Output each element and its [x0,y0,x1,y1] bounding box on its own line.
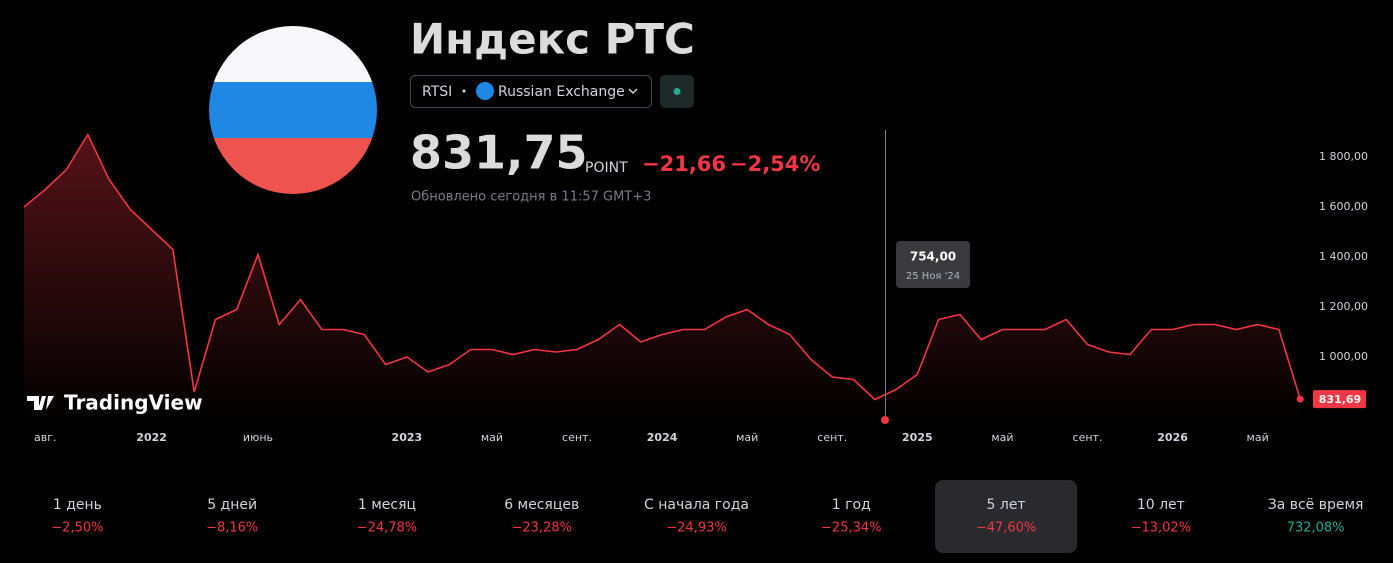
logo-mark [27,396,54,410]
x-tick-label: сент. [1073,431,1103,444]
chevron [628,88,638,95]
x-tick-label: май [736,431,758,444]
x-tick-label: май [481,431,503,444]
updated: Обновлено сегодня в 11:57 GMT+3 [411,190,651,205]
period-change: −25,34% [821,521,881,536]
period-label[interactable]: С начала года [644,497,749,513]
change: −21,66 [642,152,726,176]
period-change: 732,08% [1287,521,1345,536]
period-label[interactable]: 1 месяц [358,497,416,513]
x-tick-label: сент. [562,431,592,444]
exchange: Russian Exchange [498,84,625,100]
period-change: −24,93% [666,521,726,536]
period-change: −2,50% [51,521,103,536]
x-tick-label: авг. [34,431,57,444]
x-tick-label: 2024 [647,431,678,444]
y-tick-label: 1 400,00 [1319,250,1368,263]
period-label[interactable]: 10 лет [1137,497,1185,513]
y-tick-label: 1 200,00 [1319,300,1368,313]
period-change: −23,28% [511,521,571,536]
unit: POINT [585,160,628,176]
chart: 1 000,00 1 200,00 1 400,00 1 600,00 1 800,00… [23,130,1368,444]
x-tick-label: 2022 [136,431,167,444]
periods: 1 день −2,50% 5 дней −8,16% 1 месяц −24,78% 6 … [51,480,1363,553]
x-tick-label: июнь [243,431,273,444]
period-change: −24,78% [357,521,417,536]
y-tick-label: 1 600,00 [1319,200,1368,213]
last-price-box [1313,390,1366,409]
flag [209,26,377,194]
period-label[interactable]: 1 день [53,497,102,513]
last-price: 831,69 [1319,393,1361,406]
tooltip-date: 25 Ноя '24 [906,271,960,282]
period-change: −8,16% [206,521,258,536]
period-change: −47,60% [976,521,1036,536]
period-active [935,480,1078,553]
x-tick-label: 2025 [902,431,933,444]
line [23,132,1301,401]
tooltip-value: 754,00 [910,250,956,264]
period-label[interactable]: 5 лет [987,497,1026,513]
period-label[interactable]: 1 год [832,497,871,513]
period-label[interactable]: 6 месяцев [504,497,579,513]
y-tick-label: 1 000,00 [1319,350,1368,363]
tooltip-box [896,241,970,288]
area [24,134,1301,425]
period-label[interactable]: За всё время [1268,497,1364,513]
change-percent: −2,54% [730,152,820,176]
period-change: −13,02% [1131,521,1191,536]
period-label[interactable]: 5 дней [207,497,257,513]
status-dot [673,88,681,95]
crosshair-dot [881,416,889,424]
price: 831,75 [410,126,588,180]
title: Индекс РТС [410,15,695,64]
x-tick-label: май [991,431,1013,444]
last-point [1296,395,1304,403]
logo: TradingView [64,391,203,415]
y-tick-label: 1 800,00 [1319,150,1368,163]
symbol: RTSI [422,84,452,100]
x-tick-label: 2023 [392,431,423,444]
mini-flag [476,82,494,100]
dot [462,89,466,93]
x-tick-label: май [1247,431,1269,444]
symbol-pill[interactable] [410,75,652,108]
x-tick-label: сент. [817,431,847,444]
x-tick-label: 2026 [1157,431,1188,444]
